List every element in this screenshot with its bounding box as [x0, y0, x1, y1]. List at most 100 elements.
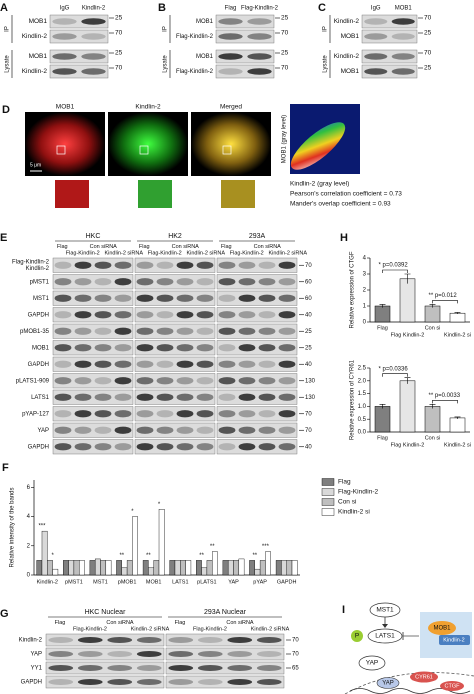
legend-swatch [321, 498, 335, 506]
bar [68, 560, 75, 576]
bar [249, 560, 255, 576]
blot-strip [134, 340, 216, 356]
blot-band [54, 426, 72, 434]
blot-strip [216, 290, 298, 306]
blot-band [391, 33, 415, 40]
lane-label: Flag-Kindlin-2 [148, 250, 182, 256]
blot-strip [134, 422, 216, 438]
marker-label: 70 [281, 65, 289, 72]
blot-band [156, 410, 174, 418]
blot-strip [215, 14, 275, 29]
row-label: Kindlin-2 [19, 638, 43, 644]
blot-band [196, 360, 214, 368]
marker-label: 70 [115, 30, 123, 37]
inset-box [56, 145, 66, 155]
blot-strip [52, 274, 134, 290]
significance-bracket [382, 373, 408, 377]
significance: ** [199, 553, 204, 559]
blot-band [156, 278, 174, 286]
lane-label: Kindlin-2 siRNA [268, 250, 307, 256]
blot-band [156, 426, 174, 434]
lane-label: Con siRNA [106, 620, 134, 626]
blot-band [94, 278, 112, 286]
micrograph [191, 112, 271, 176]
blot-band [278, 261, 296, 269]
blot-band [196, 344, 214, 352]
blot-band [74, 410, 92, 418]
marker-label: 25 [424, 65, 432, 72]
x-tick-label: pYAP [253, 579, 267, 585]
y-tick-label: 4 [363, 256, 367, 262]
blot-strip [45, 675, 165, 689]
blot-band [74, 360, 92, 368]
blot-band [136, 426, 154, 434]
y-tick-label: 3 [363, 272, 367, 278]
y-tick-label: 1.0 [358, 404, 367, 410]
blot-band [247, 33, 272, 40]
cell-line-label: HK2 [168, 233, 182, 240]
blot-band [364, 68, 388, 75]
row-label: LATS1 [31, 395, 50, 401]
lane-label: Kindlin-2 [82, 6, 106, 12]
bar [196, 560, 202, 576]
marker-label: 70 [305, 428, 312, 434]
blot-band [136, 665, 162, 671]
legend-swatch [321, 508, 335, 516]
group-label: IP [5, 26, 11, 32]
blot-band [94, 426, 112, 434]
row-label: MOB1 [196, 54, 214, 60]
blot-band [218, 278, 236, 286]
blot-band [256, 651, 282, 657]
blot-band [74, 377, 92, 385]
y-tick-label: 4 [27, 514, 31, 520]
blot-strip [52, 323, 134, 339]
blot-band [238, 377, 256, 385]
blot-band [227, 665, 253, 671]
blot-band [218, 53, 243, 60]
error-bar [429, 404, 436, 409]
row-label: YAP [30, 652, 42, 658]
error-bar [454, 312, 461, 314]
blot-band [168, 637, 194, 643]
blot-band [258, 311, 276, 319]
bar [238, 558, 245, 576]
node-shape [428, 621, 456, 635]
blot-band [74, 443, 92, 451]
blot-band [218, 393, 236, 401]
blot-band [218, 261, 236, 269]
blot-band [107, 665, 133, 671]
lane-label: Flag [139, 244, 150, 250]
error-bar [379, 404, 386, 409]
blot-strip [216, 340, 298, 356]
significance-bracket [432, 400, 458, 404]
blot-band [176, 294, 194, 302]
bar [158, 509, 165, 576]
lane-label: Flag-Kindlin-2 [241, 6, 279, 12]
colocalization-cloud [290, 122, 346, 170]
row-label: Flag-Kindlin-2 [176, 69, 214, 75]
blot-band [176, 393, 194, 401]
blot-strip [134, 257, 216, 273]
blot-band [74, 327, 92, 335]
row-label: GAPDH [28, 362, 49, 368]
bar [94, 558, 101, 576]
blot-strip [216, 439, 298, 455]
significance: ** [119, 553, 124, 559]
significance: ** [210, 544, 215, 550]
micrograph [25, 112, 105, 176]
blot-band [48, 651, 74, 657]
annotation: * p=0.0392 [379, 263, 409, 269]
blot-band [114, 278, 132, 286]
node-label: P [355, 633, 359, 640]
panel-letter: G [0, 608, 9, 620]
panel-letter: C [318, 2, 326, 14]
blot-band [74, 393, 92, 401]
blot-band [81, 53, 106, 60]
blot-strip [52, 356, 134, 372]
blot-band [74, 426, 92, 434]
blot-band [114, 360, 132, 368]
node-shape [440, 681, 464, 691]
blot-band [218, 344, 236, 352]
blot-band [258, 294, 276, 302]
cell-line-label: HKC [86, 233, 101, 240]
